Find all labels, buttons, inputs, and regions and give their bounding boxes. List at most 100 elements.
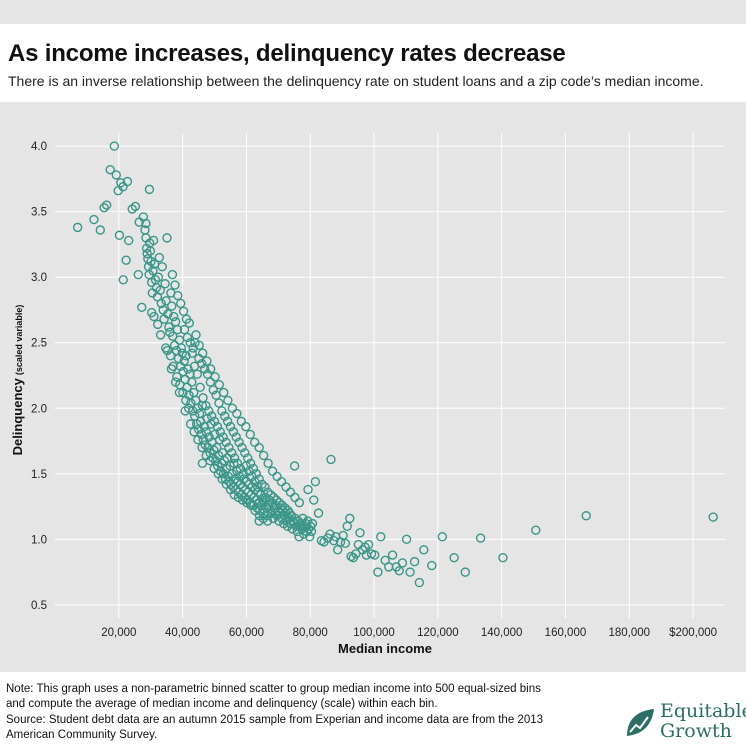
- data-point: [401, 534, 412, 545]
- data-point: [229, 453, 240, 463]
- data-point: [303, 484, 313, 495]
- data-point: [185, 338, 195, 348]
- data-point: [387, 550, 398, 560]
- data-point: [231, 432, 241, 442]
- y-tick-label: 3.5: [31, 207, 47, 219]
- x-tick-label: 140,000: [481, 627, 523, 639]
- data-point: [153, 319, 163, 330]
- data-point: [153, 272, 164, 282]
- scatter-chart: 20,000 40,000 60,000 80,000 100,000 120,000 14…: [10, 133, 725, 656]
- data-point: [148, 265, 158, 276]
- data-point: [475, 533, 486, 543]
- data-point: [294, 532, 304, 542]
- data-point: [192, 369, 202, 379]
- data-point: [201, 427, 211, 437]
- data-point: [460, 567, 470, 577]
- data-point: [109, 141, 120, 151]
- data-point: [581, 511, 591, 521]
- chart-subtitle: There is an inverse relationship between…: [8, 73, 704, 89]
- data-point: [123, 235, 134, 246]
- data-point: [409, 556, 420, 567]
- data-point: [121, 255, 131, 265]
- data-point: [145, 246, 156, 256]
- data-point: [234, 437, 244, 448]
- data-point: [294, 497, 305, 508]
- data-point: [254, 442, 264, 453]
- data-point: [310, 476, 321, 487]
- data-point: [202, 356, 212, 366]
- x-tick-labels: 20,000 40,000 60,000 80,000 100,000 120,000 14…: [101, 627, 717, 639]
- y-axis-label-main: Delinquency: [10, 377, 25, 455]
- data-point: [198, 348, 208, 358]
- data-point: [220, 411, 230, 421]
- data-point: [72, 222, 83, 233]
- y-axis-label-suffix: (scaled variable): [14, 305, 24, 376]
- data-point: [232, 458, 243, 469]
- data-point: [209, 445, 219, 455]
- data-point: [241, 421, 251, 432]
- data-point: [215, 427, 225, 437]
- data-point: [419, 545, 429, 555]
- x-tick-label: 160,000: [545, 627, 587, 639]
- data-point: [205, 364, 216, 374]
- data-point: [95, 225, 106, 235]
- equitable-growth-logo[interactable]: Equitable Growth: [622, 700, 746, 746]
- data-point: [265, 490, 276, 500]
- y-tick-labels: 0.5 1.0 1.5 2.0 2.5 3.0 3.5 4.0: [31, 141, 47, 612]
- y-tick-label: 0.5: [31, 600, 47, 612]
- data-point: [172, 372, 182, 382]
- data-point: [285, 487, 296, 497]
- x-tick-label: $200,000: [669, 627, 717, 639]
- y-tick-label: 2.0: [31, 403, 47, 415]
- x-tick-label: 20,000: [101, 627, 136, 639]
- data-point: [172, 324, 183, 335]
- data-point: [170, 377, 181, 387]
- data-point: [221, 437, 231, 448]
- data-point: [193, 435, 203, 445]
- data-point: [258, 495, 268, 505]
- data-point: [217, 406, 227, 416]
- data-point: [250, 505, 260, 516]
- x-tick-label: 60,000: [229, 627, 264, 639]
- grid-lines: [55, 133, 725, 618]
- data-point: [181, 351, 191, 361]
- data-point: [156, 298, 166, 309]
- x-axis-label: Median income: [338, 641, 432, 656]
- data-point: [248, 463, 259, 474]
- data-point: [228, 427, 239, 437]
- data-point: [280, 503, 290, 513]
- data-point: [222, 416, 233, 427]
- data-point: [281, 482, 291, 492]
- chart-title: As income increases, delinquency rates d…: [8, 40, 566, 67]
- x-tick-label: 120,000: [417, 627, 459, 639]
- x-tick-label: 180,000: [608, 627, 650, 639]
- data-point: [204, 406, 214, 416]
- data-point: [170, 280, 180, 290]
- data-point: [235, 463, 246, 474]
- data-point: [197, 458, 208, 469]
- data-point: [174, 387, 185, 398]
- data-point: [188, 343, 198, 353]
- data-point: [122, 176, 133, 187]
- data-point: [498, 553, 508, 563]
- data-point: [99, 203, 109, 213]
- data-point: [449, 553, 459, 563]
- data-point: [283, 505, 293, 516]
- y-tick-label: 4.0: [31, 141, 47, 153]
- data-point: [227, 448, 237, 458]
- data-point: [305, 521, 316, 531]
- data-point: [210, 372, 220, 382]
- data-point: [414, 577, 425, 588]
- data-point: [384, 562, 394, 572]
- data-point: [163, 309, 173, 319]
- data-point: [225, 421, 236, 432]
- growth-leaf-icon: [627, 709, 654, 736]
- data-point: [178, 387, 188, 398]
- data-point: [204, 432, 214, 442]
- data-point: [168, 311, 179, 322]
- data-point: [166, 364, 177, 374]
- data-point: [326, 454, 336, 465]
- data-point: [197, 442, 207, 453]
- data-point: [167, 301, 177, 311]
- data-point: [167, 269, 178, 280]
